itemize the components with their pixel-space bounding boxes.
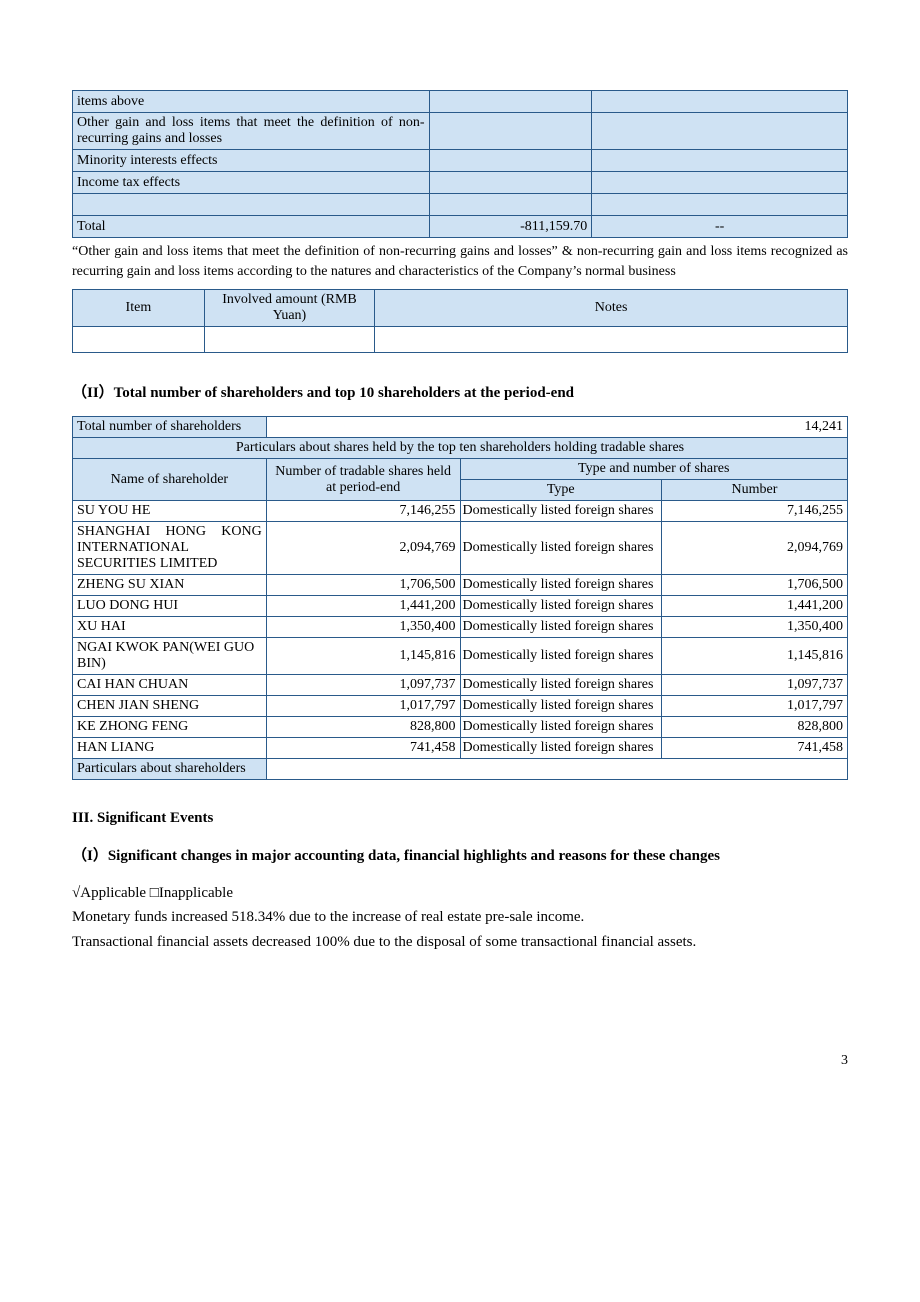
t1-desc xyxy=(73,194,430,216)
t3-total-value: 14,241 xyxy=(266,417,847,438)
t3-footer-label: Particulars about shareholders xyxy=(73,759,267,780)
t2-cell xyxy=(204,327,375,353)
t3-row-shares: 741,458 xyxy=(266,738,460,759)
applicable-line: √Applicable □Inapplicable xyxy=(72,882,848,905)
t2-header-notes: Notes xyxy=(375,290,848,327)
t3-h-shares: Number of tradable shares held at period… xyxy=(266,459,460,501)
t1-val1: -811,159.70 xyxy=(429,216,592,238)
t3-row-shares: 2,094,769 xyxy=(266,522,460,575)
t1-desc: Income tax effects xyxy=(73,172,430,194)
t3-row-type: Domestically listed foreign shares xyxy=(460,522,662,575)
t3-row-number: 1,145,816 xyxy=(662,638,848,675)
t3-row-type: Domestically listed foreign shares xyxy=(460,596,662,617)
t1-val1 xyxy=(429,113,592,150)
item-amount-notes-table: Item Involved amount (RMB Yuan) Notes xyxy=(72,289,848,353)
t3-row-number: 1,017,797 xyxy=(662,696,848,717)
t3-row-number: 828,800 xyxy=(662,717,848,738)
t1-desc: items above xyxy=(73,91,430,113)
t3-row-type: Domestically listed foreign shares xyxy=(460,501,662,522)
t1-val2: -- xyxy=(592,216,848,238)
t1-val1 xyxy=(429,172,592,194)
t3-row-shares: 1,350,400 xyxy=(266,617,460,638)
t1-val1 xyxy=(429,150,592,172)
t1-val2 xyxy=(592,172,848,194)
t3-row-shares: 1,706,500 xyxy=(266,575,460,596)
t3-row-type: Domestically listed foreign shares xyxy=(460,638,662,675)
section-iii-1-title: （I）Significant changes in major accounti… xyxy=(72,845,848,868)
t3-row-name: XU HAI xyxy=(73,617,267,638)
t3-h-number: Number xyxy=(662,480,848,501)
t3-row-name: SHANGHAI HONG KONGINTERNATIONAL SECURITI… xyxy=(73,522,267,575)
t3-row-name: CHEN JIAN SHENG xyxy=(73,696,267,717)
t3-row-name: LUO DONG HUI xyxy=(73,596,267,617)
page-number: 3 xyxy=(72,1053,848,1069)
t3-row-type: Domestically listed foreign shares xyxy=(460,617,662,638)
t3-row-name: HAN LIANG xyxy=(73,738,267,759)
t1-val1 xyxy=(429,194,592,216)
t3-row-name: NGAI KWOK PAN(WEI GUO BIN) xyxy=(73,638,267,675)
shareholders-table: Total number of shareholders14,241Partic… xyxy=(72,416,848,780)
t1-val2 xyxy=(592,194,848,216)
t3-row-shares: 7,146,255 xyxy=(266,501,460,522)
t3-row-type: Domestically listed foreign shares xyxy=(460,675,662,696)
section-ii-title: （II）Total number of shareholders and top… xyxy=(72,381,848,402)
t3-row-number: 1,097,737 xyxy=(662,675,848,696)
t3-row-type: Domestically listed foreign shares xyxy=(460,738,662,759)
t3-row-number: 1,706,500 xyxy=(662,575,848,596)
t3-footer-empty xyxy=(266,759,847,780)
t3-banner: Particulars about shares held by the top… xyxy=(73,438,848,459)
section-iii-title: III. Significant Events xyxy=(72,810,848,827)
t3-row-type: Domestically listed foreign shares xyxy=(460,696,662,717)
nonrecurring-items-table: items aboveOther gain and loss items tha… xyxy=(72,90,848,238)
t1-val2 xyxy=(592,113,848,150)
t1-desc: Other gain and loss items that meet the … xyxy=(73,113,430,150)
t3-h-name: Name of shareholder xyxy=(73,459,267,501)
body-line: Transactional financial assets decreased… xyxy=(72,931,848,954)
t3-row-name: ZHENG SU XIAN xyxy=(73,575,267,596)
t2-header-item: Item xyxy=(73,290,205,327)
t3-row-name: KE ZHONG FENG xyxy=(73,717,267,738)
t3-row-shares: 1,145,816 xyxy=(266,638,460,675)
t3-row-number: 1,441,200 xyxy=(662,596,848,617)
t1-val1 xyxy=(429,91,592,113)
t3-row-shares: 1,017,797 xyxy=(266,696,460,717)
t3-row-name: SU YOU HE xyxy=(73,501,267,522)
t3-row-shares: 1,097,737 xyxy=(266,675,460,696)
t3-row-type: Domestically listed foreign shares xyxy=(460,717,662,738)
t3-row-number: 2,094,769 xyxy=(662,522,848,575)
t3-row-name: CAI HAN CHUAN xyxy=(73,675,267,696)
t1-desc: Minority interests effects xyxy=(73,150,430,172)
t1-val2 xyxy=(592,150,848,172)
t3-h-type: Type xyxy=(460,480,662,501)
t3-row-shares: 828,800 xyxy=(266,717,460,738)
t3-row-shares: 1,441,200 xyxy=(266,596,460,617)
para-nonrecurring-note: “Other gain and loss items that meet the… xyxy=(72,242,848,281)
t3-row-number: 741,458 xyxy=(662,738,848,759)
t1-val2 xyxy=(592,91,848,113)
t3-row-type: Domestically listed foreign shares xyxy=(460,575,662,596)
t3-total-label: Total number of shareholders xyxy=(73,417,267,438)
t2-cell xyxy=(73,327,205,353)
body-line: Monetary funds increased 518.34% due to … xyxy=(72,906,848,929)
t3-row-number: 7,146,255 xyxy=(662,501,848,522)
t2-cell xyxy=(375,327,848,353)
t3-h-typegroup: Type and number of shares xyxy=(460,459,848,480)
t3-row-number: 1,350,400 xyxy=(662,617,848,638)
t2-header-amount: Involved amount (RMB Yuan) xyxy=(204,290,375,327)
t1-desc: Total xyxy=(73,216,430,238)
